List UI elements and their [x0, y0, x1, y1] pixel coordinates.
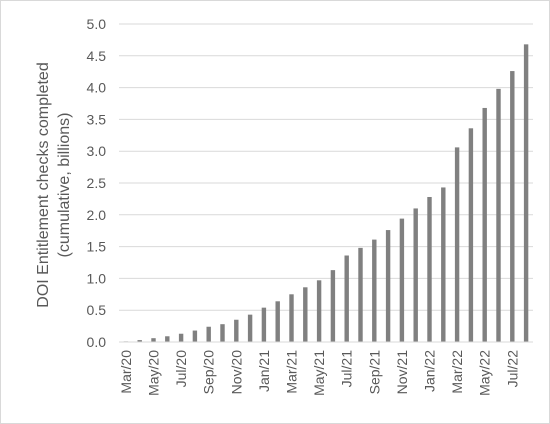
x-tick-label: Mar/20 [118, 350, 134, 394]
y-tick-label: 5.0 [87, 16, 107, 32]
bar [192, 330, 198, 342]
x-tick-label: Nov/20 [228, 350, 244, 395]
bar [178, 333, 184, 342]
bar [303, 287, 308, 342]
bar [482, 107, 487, 343]
x-tick-label: May/22 [477, 350, 493, 396]
bar [510, 71, 515, 343]
y-tick-label: 3.0 [87, 143, 107, 159]
bar [468, 128, 474, 342]
bar [316, 280, 322, 342]
y-tick-labels: 0.0 0.5 1.0 1.5 2.0 2.5 3.0 3.5 4.0 4.5 5.0 [87, 16, 107, 350]
x-tick-label: Nov/21 [394, 350, 410, 395]
y-axis-title-line-1: DOI Entitlement checks completed [35, 62, 52, 307]
bar [523, 44, 529, 343]
x-tick-label: Sep/21 [366, 350, 382, 395]
y-tick-label: 0.0 [87, 334, 107, 350]
bar [261, 307, 267, 342]
bar [372, 239, 377, 342]
bar [399, 218, 405, 342]
bar [427, 196, 432, 342]
bar [441, 187, 446, 342]
y-tick-label: 0.5 [87, 302, 107, 318]
y-tick-label: 4.0 [87, 80, 107, 96]
bar [275, 301, 280, 342]
y-tick-label: 2.0 [87, 207, 107, 223]
bar [165, 336, 170, 342]
y-axis-title-line-2: (cumulative, billions) [56, 113, 73, 258]
x-tick-label: Jul/22 [504, 350, 520, 388]
bar [413, 208, 418, 342]
x-tick-label: May/21 [311, 350, 327, 396]
x-tick-label: Sep/20 [201, 350, 217, 395]
bar [151, 338, 156, 342]
y-tick-label: 3.5 [87, 111, 107, 127]
gridlines [119, 23, 533, 311]
y-tick-label: 1.5 [87, 239, 107, 255]
bar [220, 324, 225, 342]
bar [358, 247, 363, 342]
x-tick-labels: Mar/20 May/20 Jul/20 Sep/20 Nov/20 Jan/21 Mar/… [118, 350, 520, 396]
bar [385, 230, 391, 342]
y-tick-label: 2.5 [87, 175, 107, 191]
x-tick-label: Jan/21 [256, 350, 272, 392]
bar [344, 255, 349, 342]
bar [289, 294, 294, 342]
x-tick-label: Mar/22 [449, 350, 465, 394]
bars [123, 44, 529, 343]
bar [247, 314, 253, 342]
x-tick-label: May/20 [146, 350, 162, 396]
bar [137, 340, 142, 342]
x-tick-label: Jan/22 [422, 350, 438, 392]
bar [496, 88, 501, 342]
x-tick-label: Mar/21 [284, 350, 300, 394]
bar [206, 326, 211, 342]
bar [234, 319, 239, 342]
bar [454, 147, 460, 342]
y-tick-label: 4.5 [87, 48, 107, 64]
bar [330, 270, 336, 342]
x-tick-label: Jul/20 [173, 350, 189, 388]
x-tick-label: Jul/21 [339, 350, 355, 388]
y-tick-label: 1.0 [87, 270, 107, 286]
